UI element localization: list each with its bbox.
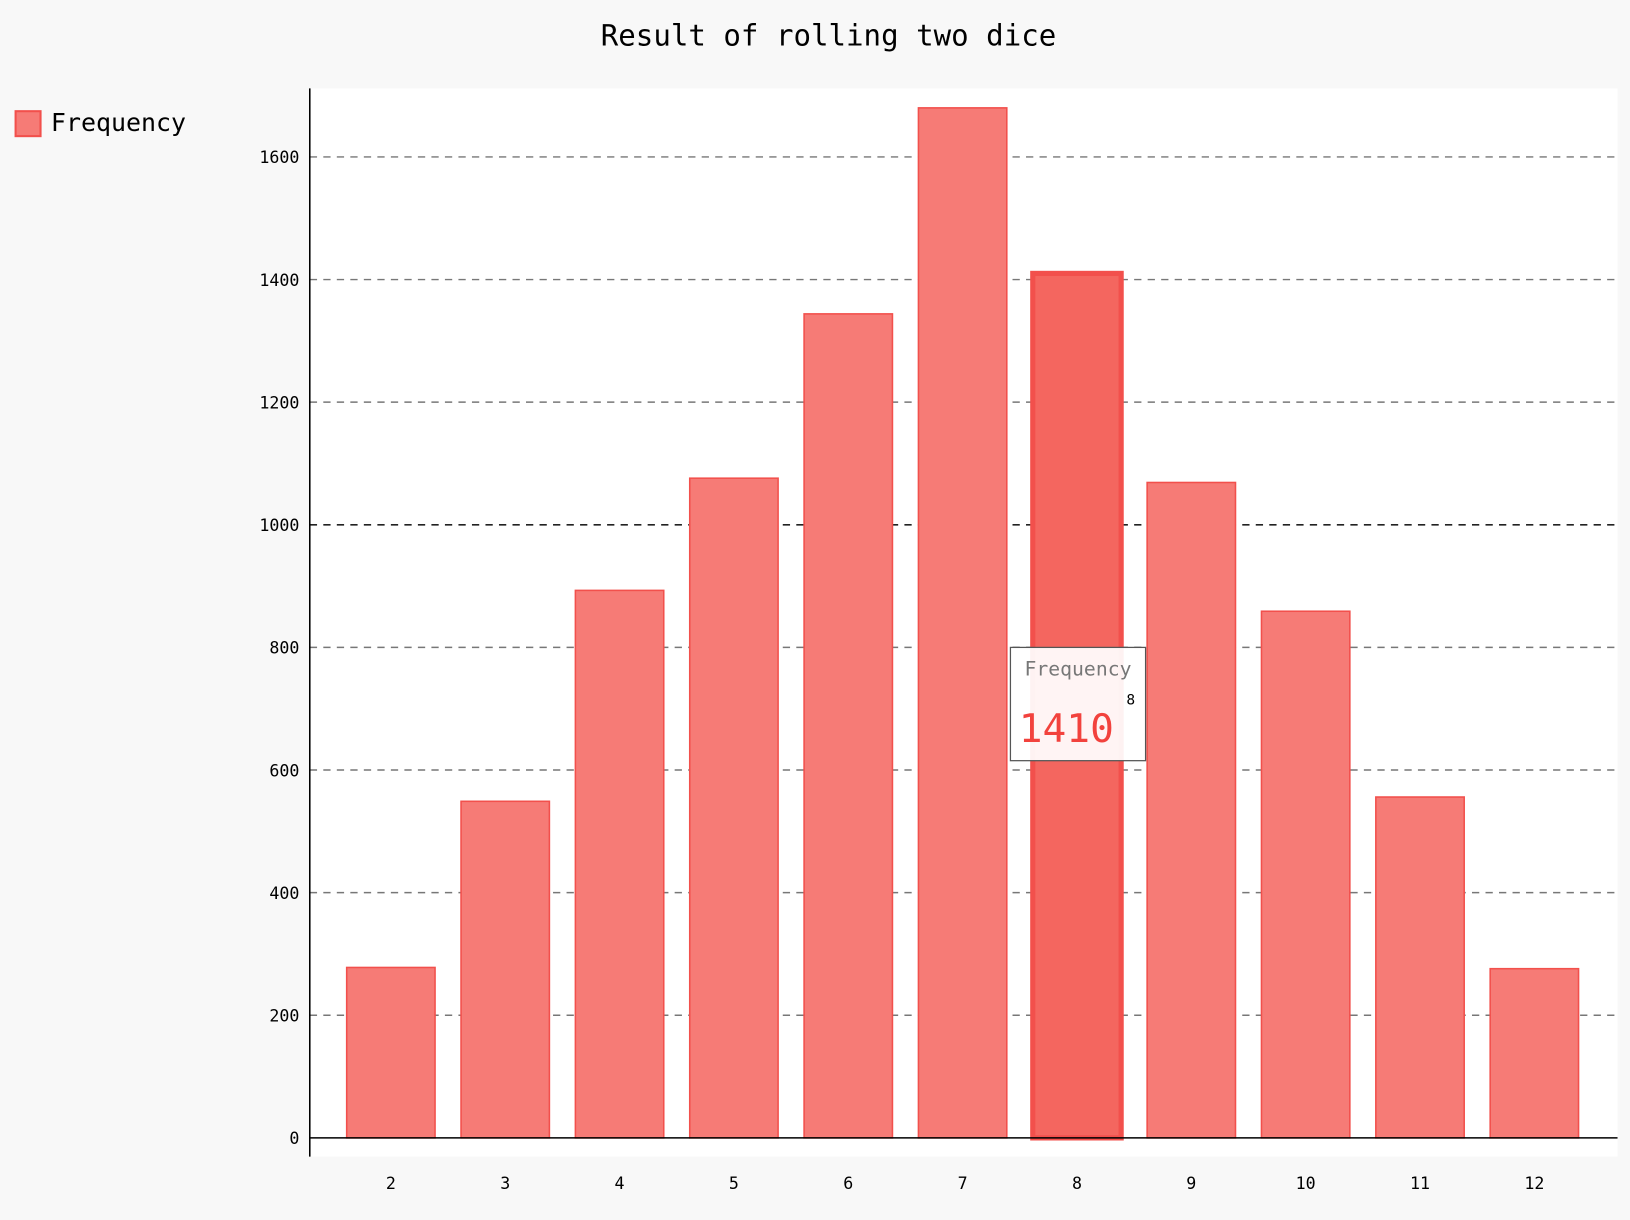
x-tick-label: 3 (500, 1174, 510, 1193)
tooltip-series: Frequency (1025, 657, 1132, 680)
bar-5[interactable] (688, 477, 779, 1139)
legend-swatch (14, 110, 42, 138)
y-tick-label: 400 (269, 884, 299, 903)
y-tick-label: 600 (269, 761, 299, 780)
bar-2[interactable] (345, 966, 436, 1139)
bar-11[interactable] (1375, 796, 1465, 1139)
bar-9[interactable] (1146, 481, 1237, 1139)
x-tick-label: 12 (1524, 1174, 1544, 1193)
x-tick-label: 5 (729, 1174, 739, 1193)
x-tick-label: 7 (958, 1174, 968, 1193)
tooltip-category: 8 (1126, 692, 1135, 709)
chart-title: Result of rolling two dice (601, 19, 1057, 53)
y-tick-label: 1600 (259, 148, 299, 167)
tooltip: Frequency 8 1410 (1009, 646, 1147, 762)
x-tick-label: 2 (386, 1174, 396, 1193)
bar-10[interactable] (1260, 610, 1351, 1139)
x-tick-label: 8 (1072, 1174, 1082, 1193)
legend[interactable]: Frequency (14, 108, 186, 138)
y-tick-label: 1400 (259, 271, 299, 290)
y-tick-label: 200 (269, 1007, 299, 1026)
tooltip-value: 1410 (1019, 706, 1114, 752)
bar-7[interactable] (917, 107, 1008, 1139)
x-tick-label: 9 (1186, 1174, 1196, 1193)
x-tick-label: 11 (1410, 1174, 1430, 1193)
x-tick-label: 10 (1296, 1174, 1316, 1193)
bar-6[interactable] (803, 313, 894, 1139)
y-tick-label: 1000 (259, 516, 299, 535)
bar-3[interactable] (460, 800, 551, 1139)
bar-12[interactable] (1489, 967, 1580, 1139)
y-tick-label: 800 (269, 639, 299, 658)
x-tick-label: 6 (843, 1174, 853, 1193)
legend-label: Frequency (51, 108, 186, 137)
bar-4[interactable] (574, 589, 665, 1139)
y-tick-label: 1200 (259, 393, 299, 412)
y-tick-label: 0 (289, 1129, 299, 1148)
x-tick-label: 4 (615, 1174, 625, 1193)
